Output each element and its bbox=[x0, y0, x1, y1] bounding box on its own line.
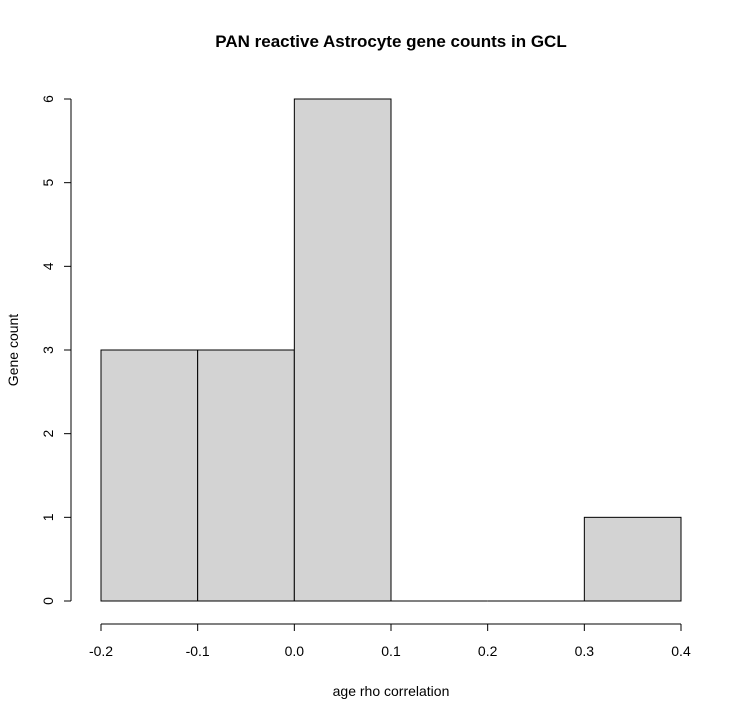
y-axis-label: Gene count bbox=[5, 314, 21, 386]
y-axis: 0 1 2 3 4 5 6 bbox=[40, 95, 72, 605]
y-tick-label: 2 bbox=[40, 430, 56, 438]
histogram-bar-6 bbox=[583, 516, 682, 602]
y-tick-label: 3 bbox=[40, 346, 56, 354]
histogram-bars bbox=[100, 98, 682, 602]
x-tick-label: 0.1 bbox=[381, 643, 401, 659]
histogram-bar-1 bbox=[100, 349, 199, 602]
y-tick-label: 1 bbox=[40, 513, 56, 521]
histogram-bar-2 bbox=[197, 349, 295, 602]
x-axis-label: age rho correlation bbox=[333, 683, 450, 699]
y-tick-label: 4 bbox=[40, 262, 56, 270]
y-tick-label: 6 bbox=[40, 95, 56, 103]
x-tick-label: 0.4 bbox=[671, 643, 691, 659]
y-tick-label: 0 bbox=[40, 597, 56, 605]
x-tick-label: -0.1 bbox=[186, 643, 210, 659]
x-tick-label: 0.3 bbox=[575, 643, 595, 659]
histogram-bar-3 bbox=[293, 98, 392, 602]
y-tick-label: 5 bbox=[40, 179, 56, 187]
x-tick-label: 0.2 bbox=[478, 643, 498, 659]
x-tick-label: 0.0 bbox=[285, 643, 305, 659]
chart-title: PAN reactive Astrocyte gene counts in GC… bbox=[215, 32, 566, 51]
x-axis: -0.2 -0.1 0.0 0.1 0.2 0.3 0.4 bbox=[89, 623, 691, 659]
x-tick-label: -0.2 bbox=[89, 643, 113, 659]
